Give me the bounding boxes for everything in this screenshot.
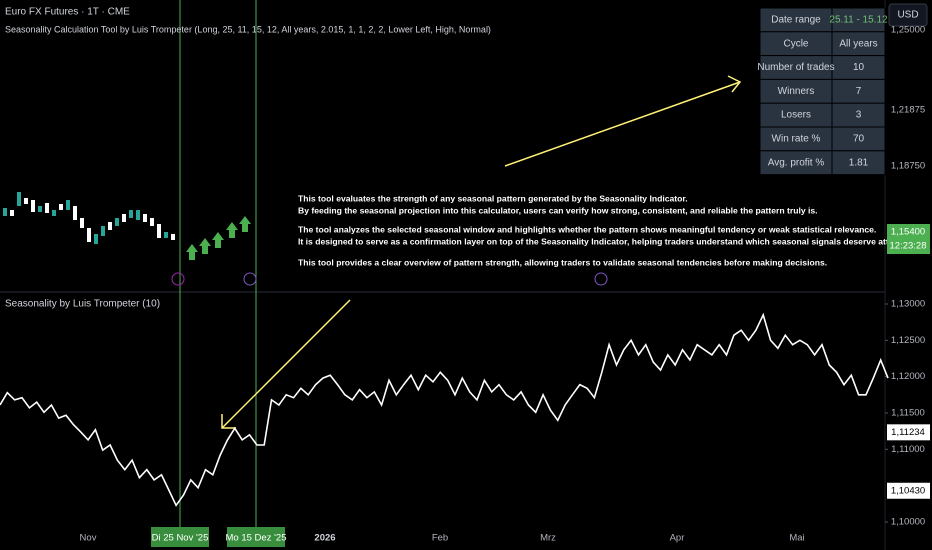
- time-label: Mrz: [540, 533, 556, 544]
- row-value: 70: [853, 134, 865, 145]
- candles: [3, 192, 175, 244]
- time-label: Feb: [432, 533, 448, 544]
- price-label: 1,11234: [891, 427, 925, 438]
- date-marker: Di 25 Nov '25: [152, 533, 209, 544]
- time-label: Nov: [80, 533, 97, 544]
- price-label: 1,21875: [891, 105, 925, 116]
- price-label: 1,10430: [891, 485, 925, 496]
- stats-table: Date range 25.11 - 15.12 Cycle All years Num…: [757, 7, 888, 176]
- event-icon[interactable]: [594, 272, 608, 286]
- row-label: Avg. profit %: [768, 157, 825, 168]
- row-label: Win rate %: [772, 134, 821, 145]
- row-label: Number of trades: [757, 62, 834, 73]
- event-icon[interactable]: [171, 272, 185, 286]
- row-value: 1.81: [849, 157, 869, 168]
- y-tick-label: 1,12000: [891, 371, 925, 382]
- annotation-line: By feeding the seasonal projection into …: [298, 205, 818, 215]
- arrows: [221, 75, 742, 429]
- row-value: 7: [856, 86, 862, 97]
- last-price: 1,15400: [891, 227, 925, 238]
- annotation-line: It is designed to serve as a confirmatio…: [298, 236, 917, 246]
- symbol: Euro FX Futures · 1T · CME: [5, 7, 130, 18]
- currency[interactable]: USD: [897, 10, 918, 21]
- annotation-line: The tool analyzes the selected seasonal …: [298, 224, 876, 234]
- seasonality-line: [0, 312, 889, 507]
- date-marker-box: [227, 527, 285, 547]
- axes: 1,25000 1,21875 1,18750 1,15400 12:23:28 Nov 2…: [80, 25, 930, 547]
- row-label: Date range: [771, 15, 821, 26]
- price-label: 1,25000: [891, 25, 925, 36]
- row-label: Cycle: [783, 38, 808, 49]
- last-price-box: [887, 224, 930, 254]
- y-tick-label: 1,11000: [891, 444, 925, 455]
- row-value: 3: [856, 110, 862, 121]
- annotation-line: This tool evaluates the strength of any …: [298, 193, 688, 203]
- y-tick-label: 1,11500: [891, 408, 925, 419]
- price-label: 1,18750: [891, 161, 925, 172]
- pane-title: Seasonality by Luis Trompeter (10): [5, 299, 160, 310]
- annotation: This tool evaluates the strength of any …: [298, 193, 917, 267]
- date-marker: Mo 15 Dez '25: [226, 533, 287, 544]
- indicator-settings: Seasonality Calculation Tool by Luis Tro…: [5, 24, 491, 34]
- date-marker-box: [151, 527, 209, 547]
- annotation-line: This tool provides a clear overview of p…: [298, 257, 827, 267]
- row-value: 10: [853, 62, 865, 73]
- row-value: 25.11 - 15.12: [829, 15, 888, 26]
- row-value: All years: [839, 38, 877, 49]
- price-label-box: [887, 482, 930, 499]
- table-cell: [831, 150, 886, 176]
- seasonality-pane: Seasonality by Luis Trompeter (10) 1,1300…: [0, 299, 930, 528]
- seasonal-arrows: [186, 216, 251, 260]
- time-label: Apr: [670, 533, 685, 544]
- y-tick-label: 1,13000: [891, 299, 925, 310]
- event-icon[interactable]: [243, 272, 257, 286]
- price-label-box: [887, 424, 930, 441]
- y-tick-label: 1,10000: [891, 517, 925, 528]
- row-label: Winners: [778, 86, 815, 97]
- y-tick-label: 1,12500: [891, 335, 925, 346]
- time-label: Mai: [789, 533, 804, 544]
- time-label: 2026: [314, 533, 335, 544]
- countdown: 12:23:28: [890, 241, 927, 252]
- currency-button[interactable]: [888, 3, 928, 27]
- row-label: Losers: [781, 110, 811, 121]
